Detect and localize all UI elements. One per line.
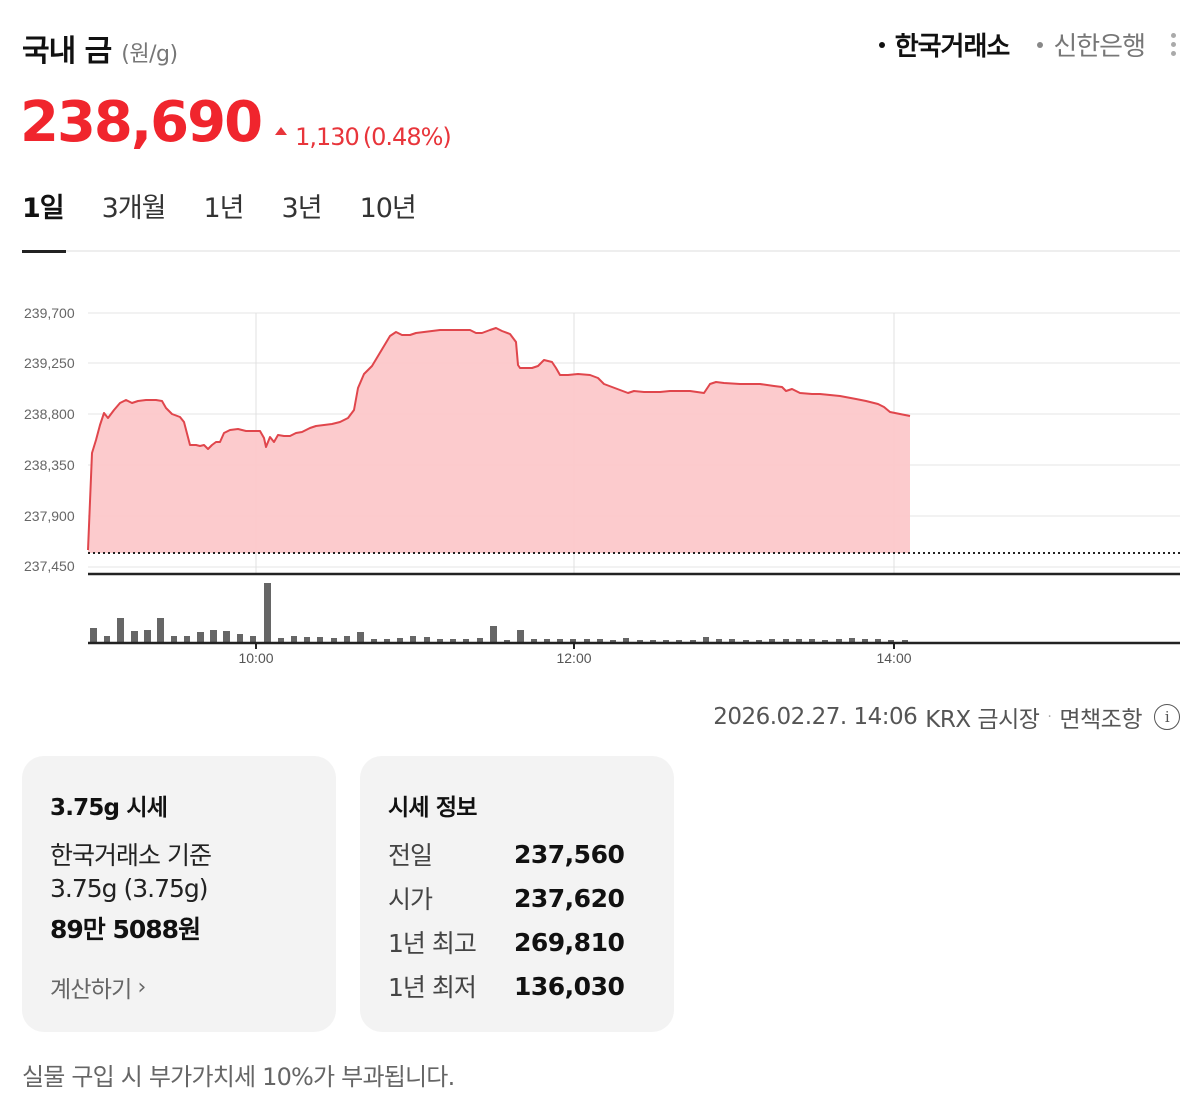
card-title: 3.75g 시세 [50, 795, 168, 821]
info-label: 1년 최저 [388, 973, 477, 1002]
x-tick-label: 10:00 [238, 650, 274, 666]
market-name: KRX 금시장 [925, 707, 1040, 733]
tab-divider [22, 250, 1180, 252]
active-tab-indicator [22, 250, 66, 253]
x-tick-label: 14:00 [876, 650, 912, 666]
calculated-amount: 89만 5088원 [50, 915, 201, 944]
weight-label: 3.75g (3.75g) [50, 874, 209, 903]
page-title: 국내 금 [22, 34, 112, 69]
tab-1d[interactable]: 1일 [22, 193, 65, 224]
up-triangle-icon [275, 127, 288, 135]
price-info-card: 시세 정보 전일 237,560 시가 237,620 1년 최고 269,81… [360, 756, 674, 1032]
source-tabs: 한국거래소 신한은행 [878, 26, 1180, 63]
y-tick-label: 237,900 [24, 508, 75, 524]
basis-label: 한국거래소 기준 [50, 841, 212, 870]
tab-3m[interactable]: 3개월 [101, 193, 167, 224]
price-area [88, 328, 910, 553]
unit-label: (원/g) [121, 42, 178, 67]
y-tick-label: 239,250 [24, 355, 75, 371]
info-value: 237,560 [514, 839, 625, 869]
y-tick-label: 238,350 [24, 457, 75, 473]
info-value: 269,810 [514, 927, 625, 957]
vat-notice: 실물 구입 시 부가가치세 10%가 부과됩니다. [22, 1063, 455, 1091]
bullet-icon [1037, 41, 1044, 48]
title-row: 국내 금 (원/g) [22, 26, 178, 70]
price-row: 238,690 1,130 (0.48%) [20, 90, 452, 155]
info-row-52w-low: 1년 최저 136,030 [388, 968, 625, 1004]
y-tick-label: 238,800 [24, 406, 75, 422]
tab-3y[interactable]: 3년 [281, 193, 323, 224]
period-tabs: 1일 3개월 1년 3년 10년 [22, 186, 417, 225]
price-line [87, 327, 911, 551]
info-row-52w-high: 1년 최고 269,810 [388, 924, 625, 960]
timestamp: 2026.02.27. 14:06 [713, 704, 918, 730]
volume-bars [90, 583, 908, 642]
chart-plot [87, 312, 1180, 649]
source-tab-label: 신한은행 [1053, 32, 1146, 62]
price-chart[interactable]: 239,700 239,250 238,800 238,350 237,900 … [0, 290, 1200, 690]
change-percent: (0.48%) [362, 123, 452, 151]
info-row-open: 시가 237,620 [388, 880, 625, 916]
y-tick-label: 237,450 [24, 558, 75, 574]
gram-price-card: 3.75g 시세 한국거래소 기준 3.75g (3.75g) 89만 5088… [22, 756, 336, 1032]
info-label: 시가 [388, 885, 433, 914]
source-tab-shinhan[interactable]: 신한은행 [1037, 26, 1146, 63]
info-value: 136,030 [514, 971, 625, 1001]
source-tab-krx[interactable]: 한국거래소 [878, 26, 1011, 63]
tab-10y[interactable]: 10년 [359, 193, 417, 224]
x-tick-label: 12:00 [556, 650, 592, 666]
info-label: 1년 최고 [388, 929, 477, 958]
price-change: 1,130 (0.48%) [275, 123, 452, 151]
y-tick-label: 239,700 [24, 305, 75, 321]
card-title: 시세 정보 [388, 795, 477, 821]
calculate-label: 계산하기 [50, 977, 132, 1003]
info-icon[interactable]: i [1154, 704, 1180, 730]
change-amount: 1,130 [295, 123, 360, 151]
info-value: 237,620 [514, 883, 625, 913]
calculate-link[interactable]: 계산하기 › [50, 970, 146, 1004]
source-tab-label: 한국거래소 [894, 32, 1011, 62]
disclaimer-link[interactable]: 면책조항 [1059, 707, 1142, 733]
bullet-icon [878, 41, 885, 48]
separator: · [1047, 709, 1052, 725]
info-label: 전일 [388, 841, 433, 870]
info-row-prev-close: 전일 237,560 [388, 836, 625, 872]
tab-1y[interactable]: 1년 [203, 193, 245, 224]
chevron-right-icon: › [137, 974, 146, 1000]
current-price: 238,690 [20, 90, 263, 155]
chart-footer: 2026.02.27. 14:06 KRX 금시장 · 면책조항 i [713, 700, 1180, 734]
kebab-menu-icon[interactable] [1167, 31, 1180, 58]
